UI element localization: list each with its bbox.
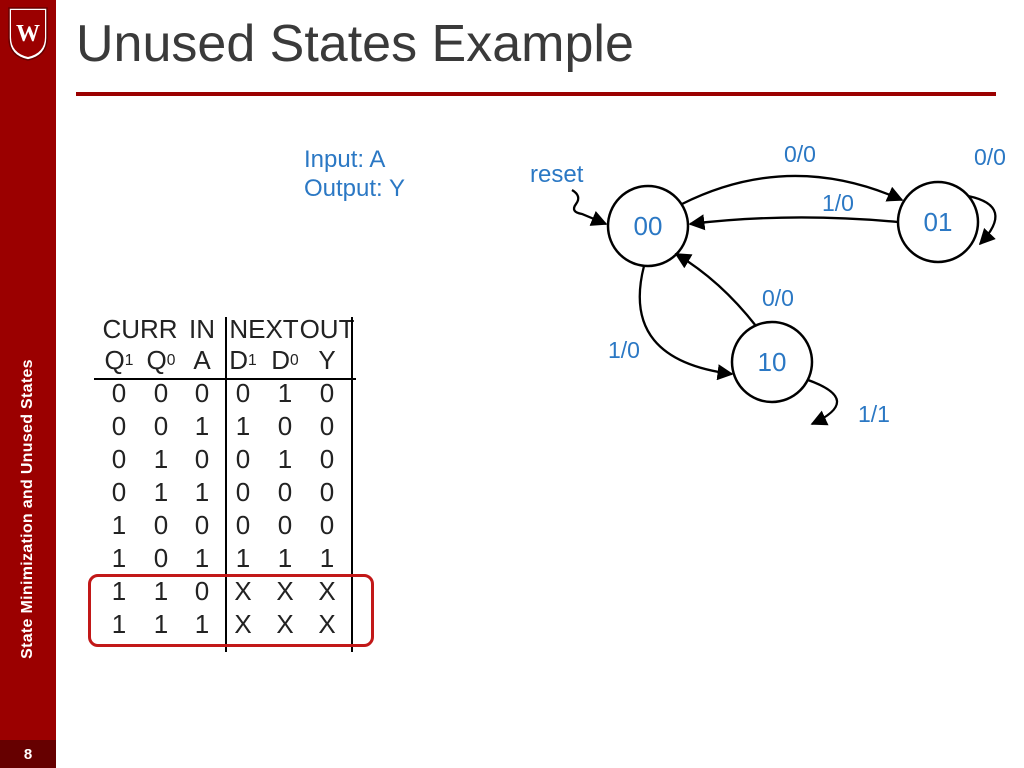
edge-10-00 (676, 254, 756, 326)
hdr-a: A (182, 345, 222, 376)
table-cell: 0 (222, 378, 264, 409)
table-row: 011000 (98, 476, 348, 509)
edge-10-self-label: 1/1 (858, 401, 890, 427)
hdr-in: IN (182, 314, 222, 344)
hdr-next: NEXT (222, 314, 306, 344)
table-cell: 0 (140, 378, 182, 409)
table-cell: 0 (140, 411, 182, 442)
table-cell: 1 (182, 411, 222, 442)
state-00-label: 00 (634, 211, 663, 241)
table-cell: 0 (98, 477, 140, 508)
reset-arrow (572, 190, 606, 224)
edge-00-10-label: 1/0 (608, 337, 640, 363)
edge-10-00-label: 0/0 (762, 285, 794, 311)
slide-root: W State Minimization and Unused States 8… (0, 0, 1024, 768)
table-cell: 1 (264, 444, 306, 475)
table-cell: 0 (264, 411, 306, 442)
table-cell: 1 (140, 477, 182, 508)
edge-01-00-label: 1/0 (822, 190, 854, 216)
table-cell: 1 (306, 543, 348, 574)
table-cell: 0 (182, 510, 222, 541)
table-cell: 0 (140, 510, 182, 541)
table-cell: 0 (182, 378, 222, 409)
table-row: 100000 (98, 509, 348, 542)
hdr-q0: Q0 (140, 345, 182, 376)
table-cell: 0 (306, 411, 348, 442)
table-row: 010010 (98, 443, 348, 476)
table-cell: 0 (98, 378, 140, 409)
edge-00-01-label: 0/0 (784, 141, 816, 167)
table-cell: 0 (264, 510, 306, 541)
edge-00-10 (640, 266, 732, 374)
table-cell: 0 (222, 510, 264, 541)
table-row: 000010 (98, 377, 348, 410)
table-cell: 0 (182, 444, 222, 475)
hdr-out: OUT (306, 314, 348, 344)
table-hline (94, 378, 356, 380)
table-cell: 0 (306, 378, 348, 409)
table-cell: 1 (222, 411, 264, 442)
table-cell: 0 (98, 411, 140, 442)
edge-01-self-label: 0/0 (974, 144, 1006, 170)
table-row: 001100 (98, 410, 348, 443)
state-01-label: 01 (924, 207, 953, 237)
table-cell: 0 (264, 477, 306, 508)
table-cell: 0 (306, 444, 348, 475)
hdr-d0: D0 (264, 345, 306, 376)
table-cell: 1 (264, 543, 306, 574)
table-cell: 0 (306, 510, 348, 541)
table-row: 101111 (98, 542, 348, 575)
unused-states-highlight (88, 574, 374, 647)
table-cell: 0 (222, 444, 264, 475)
hdr-y: Y (306, 345, 348, 376)
table-cell: 0 (222, 477, 264, 508)
table-cell: 1 (98, 543, 140, 574)
table-cell: 0 (98, 444, 140, 475)
table-cell: 1 (182, 543, 222, 574)
edge-00-01 (682, 176, 902, 204)
table-cell: 1 (222, 543, 264, 574)
reset-label: reset (530, 161, 584, 188)
hdr-q1: Q1 (98, 345, 140, 376)
table-group-header-row: CURR IN NEXT OUT (98, 314, 348, 344)
edge-01-00 (690, 217, 898, 224)
hdr-d1: D1 (222, 345, 264, 376)
table-cell: 1 (182, 477, 222, 508)
edge-10-self (808, 380, 837, 424)
hdr-curr: CURR (98, 314, 182, 344)
table-cell: 1 (98, 510, 140, 541)
table-cell: 1 (140, 444, 182, 475)
state-10-label: 10 (758, 347, 787, 377)
table-subheader-row: Q1 Q0 A D1 D0 Y (98, 344, 348, 377)
table-cell: 0 (306, 477, 348, 508)
table-cell: 0 (140, 543, 182, 574)
table-cell: 1 (264, 378, 306, 409)
